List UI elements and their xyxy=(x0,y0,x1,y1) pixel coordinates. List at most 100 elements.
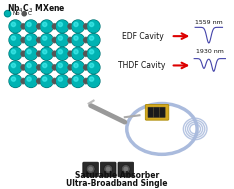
Circle shape xyxy=(67,37,73,43)
Circle shape xyxy=(52,52,57,56)
Circle shape xyxy=(58,63,62,68)
Circle shape xyxy=(21,24,26,29)
Circle shape xyxy=(74,22,78,27)
FancyBboxPatch shape xyxy=(148,107,154,118)
Circle shape xyxy=(10,75,21,87)
Circle shape xyxy=(11,63,16,68)
Circle shape xyxy=(36,37,42,43)
Circle shape xyxy=(21,51,26,57)
Circle shape xyxy=(36,78,42,84)
Circle shape xyxy=(36,24,42,29)
Circle shape xyxy=(41,48,52,59)
Circle shape xyxy=(67,65,73,70)
Circle shape xyxy=(40,47,53,60)
Circle shape xyxy=(83,65,88,70)
Circle shape xyxy=(84,65,88,70)
Circle shape xyxy=(58,36,62,40)
Circle shape xyxy=(21,38,25,42)
Circle shape xyxy=(72,34,84,46)
Circle shape xyxy=(56,75,69,88)
FancyBboxPatch shape xyxy=(160,107,165,118)
Circle shape xyxy=(41,75,52,87)
Circle shape xyxy=(27,77,31,81)
Circle shape xyxy=(27,22,31,27)
Circle shape xyxy=(87,34,100,46)
Circle shape xyxy=(52,51,57,57)
Circle shape xyxy=(52,65,57,70)
Circle shape xyxy=(89,50,94,54)
Circle shape xyxy=(52,78,57,84)
Circle shape xyxy=(36,65,42,70)
Circle shape xyxy=(9,61,22,74)
Circle shape xyxy=(68,79,72,83)
Circle shape xyxy=(57,75,68,87)
Circle shape xyxy=(87,20,100,33)
Circle shape xyxy=(41,34,52,46)
Circle shape xyxy=(72,34,84,46)
Circle shape xyxy=(52,79,57,83)
Circle shape xyxy=(37,79,41,83)
Circle shape xyxy=(58,77,62,81)
Circle shape xyxy=(9,75,22,88)
Circle shape xyxy=(57,48,68,59)
Circle shape xyxy=(21,52,25,56)
Circle shape xyxy=(72,21,84,32)
Circle shape xyxy=(9,34,22,46)
Circle shape xyxy=(37,38,41,42)
Text: EDF Cavity: EDF Cavity xyxy=(122,32,164,41)
Circle shape xyxy=(83,78,88,84)
Circle shape xyxy=(106,167,111,171)
Circle shape xyxy=(67,51,73,57)
Circle shape xyxy=(36,51,42,57)
Text: 1559 nm: 1559 nm xyxy=(195,19,223,25)
Circle shape xyxy=(22,12,26,16)
Circle shape xyxy=(104,165,113,173)
Circle shape xyxy=(25,62,37,73)
Circle shape xyxy=(21,24,25,29)
Circle shape xyxy=(83,24,88,29)
Circle shape xyxy=(56,47,69,60)
Circle shape xyxy=(25,34,37,46)
Circle shape xyxy=(25,47,37,60)
Circle shape xyxy=(123,167,128,171)
Circle shape xyxy=(11,77,16,81)
Circle shape xyxy=(84,38,88,42)
Circle shape xyxy=(25,21,37,32)
Circle shape xyxy=(72,20,84,33)
Circle shape xyxy=(11,22,16,27)
Circle shape xyxy=(37,52,41,56)
Circle shape xyxy=(57,34,68,46)
FancyBboxPatch shape xyxy=(154,107,159,118)
Circle shape xyxy=(11,36,16,40)
Circle shape xyxy=(52,24,57,29)
Circle shape xyxy=(84,79,88,83)
Circle shape xyxy=(58,22,62,27)
Circle shape xyxy=(88,21,99,32)
Circle shape xyxy=(89,22,94,27)
Text: Nb: Nb xyxy=(12,11,20,16)
Circle shape xyxy=(83,51,88,57)
Circle shape xyxy=(40,34,53,46)
Circle shape xyxy=(9,20,22,33)
Circle shape xyxy=(84,24,88,29)
Circle shape xyxy=(27,36,31,40)
Circle shape xyxy=(56,61,69,74)
Circle shape xyxy=(21,65,25,70)
Text: Saturable Absorber: Saturable Absorber xyxy=(75,171,159,180)
Circle shape xyxy=(52,65,57,70)
Circle shape xyxy=(88,62,99,73)
Circle shape xyxy=(43,63,47,68)
Circle shape xyxy=(121,165,130,173)
Circle shape xyxy=(43,77,47,81)
Circle shape xyxy=(10,34,21,46)
Circle shape xyxy=(43,36,47,40)
Text: 1930 nm: 1930 nm xyxy=(196,49,224,54)
Circle shape xyxy=(72,48,84,59)
Circle shape xyxy=(21,78,26,84)
Circle shape xyxy=(88,48,99,59)
Circle shape xyxy=(37,24,41,29)
Circle shape xyxy=(87,61,100,74)
Text: C: C xyxy=(28,11,32,16)
Circle shape xyxy=(84,52,88,56)
Circle shape xyxy=(11,50,16,54)
